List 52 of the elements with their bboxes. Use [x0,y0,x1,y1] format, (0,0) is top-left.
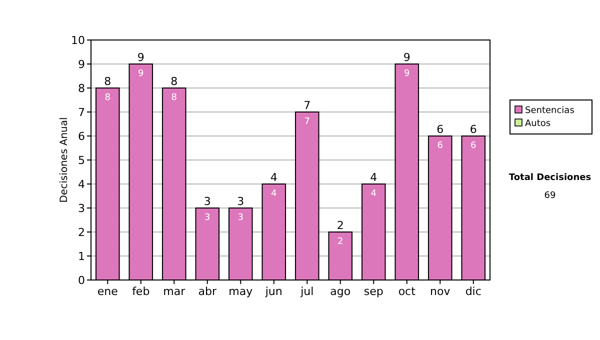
text: 69 [544,191,556,201]
data-label: 3 [204,213,210,223]
y-tick-label: 10 [71,34,85,47]
y-tick-label: 6 [78,130,85,143]
data-label: 6 [470,141,477,151]
total-label: 9 [403,51,410,64]
x-tick-label: mar [163,285,186,298]
x-tick-label: jun [264,285,282,298]
x-tick-label: ene [97,285,118,298]
x-tick-label: feb [132,285,150,298]
total-label: 9 [137,51,144,64]
y-tick-label: 3 [78,202,85,215]
y-axis-title: Decisiones Anual [59,117,70,203]
y-tick-label: 4 [78,178,85,191]
y-tick-label: 8 [78,82,85,95]
x-tick-label: oct [398,285,416,298]
data-label: 8 [171,93,178,103]
data-label: 8 [104,93,111,103]
x-tick-label: sep [364,285,384,298]
y-tick-label: 0 [78,274,85,287]
x-tick-label: abr [198,285,217,298]
x-tick-label: nov [430,285,451,298]
total-label: 8 [104,75,112,88]
data-label: 6 [437,141,444,151]
x-tick-label: may [228,285,254,298]
data-label: 2 [338,237,344,247]
data-label: 9 [138,69,144,79]
data-label: 4 [370,189,377,199]
total-label: 3 [237,195,244,208]
y-tick-label: 5 [78,154,85,167]
legend-label: Sentencias [525,106,575,116]
x-tick-label: jul [300,285,314,298]
legend-label: Autos [525,119,551,129]
data-label: 4 [271,189,278,199]
total-label: 7 [304,99,311,112]
total-label: 2 [336,219,344,232]
x-tick-label: ago [330,285,351,298]
data-label: 9 [404,69,410,79]
y-tick-label: 9 [78,58,85,71]
y-tick-label: 7 [78,106,85,119]
total-label: 3 [204,195,211,208]
total-label: 8 [170,75,178,88]
total-label: 4 [270,171,278,184]
total-label: 6 [470,123,477,136]
x-tick-label: dic [465,285,482,298]
total-label: 6 [436,123,444,136]
total-label: 4 [370,171,378,184]
y-tick-label: 2 [78,226,85,239]
y-tick-label: 1 [78,250,85,263]
text: Total Decisiones [508,173,592,183]
data-label: 7 [304,117,310,127]
data-label: 3 [238,213,244,223]
